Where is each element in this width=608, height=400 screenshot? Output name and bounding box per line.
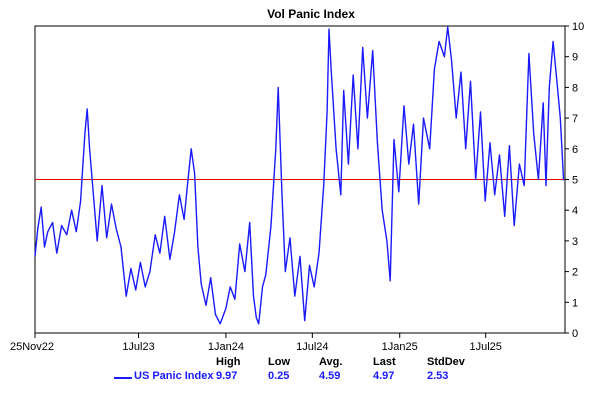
y-tick-label: 6 — [572, 144, 578, 156]
series-line-us-panic-index — [34, 26, 565, 325]
y-tick-label: 7 — [572, 113, 578, 125]
legend-series-label: US Panic Index — [134, 370, 214, 382]
y-tick-label: 2 — [572, 267, 578, 279]
stats-value-stddev: 2.53 — [427, 370, 449, 382]
y-tick-label: 4 — [572, 205, 578, 217]
y-tick-label: 3 — [572, 236, 578, 248]
legend-swatch — [114, 377, 132, 379]
y-tick-label: 1 — [572, 297, 578, 309]
stats-header-high: High — [216, 356, 241, 368]
stats-header-low: Low — [268, 356, 290, 368]
x-axis: 25Nov22 1Jul23 1Jan24 1Jul24 1Jan25 1Jul25 — [10, 333, 502, 353]
stats-value-high: 9.97 — [216, 370, 238, 382]
y-axis: 0 1 2 3 4 5 6 7 8 9 10 — [565, 21, 584, 340]
stats-value-avg: 4.59 — [319, 370, 341, 382]
y-tick-label: 9 — [572, 52, 578, 64]
series-layer — [34, 26, 565, 325]
x-tick-label: 1Jan24 — [208, 341, 244, 353]
stats-value-last: 4.97 — [373, 370, 395, 382]
y-tick-label: 10 — [572, 21, 584, 33]
stats-header-last: Last — [373, 356, 396, 368]
y-tick-label: 8 — [572, 82, 578, 94]
chart-title: Vol Panic Index — [267, 7, 355, 21]
x-tick-label: 1Jul23 — [122, 341, 154, 353]
stats-header-stddev: StdDev — [427, 356, 465, 368]
stats-header-avg: Avg. — [319, 356, 343, 368]
x-tick-label: 1Jul25 — [469, 341, 501, 353]
y-tick-label: 5 — [572, 175, 578, 187]
x-tick-label: 1Jul24 — [296, 341, 328, 353]
y-tick-label: 0 — [572, 328, 578, 340]
x-tick-label: 25Nov22 — [10, 341, 54, 353]
stats-value-low: 0.25 — [268, 370, 290, 382]
x-tick-label: 1Jan25 — [382, 341, 418, 353]
